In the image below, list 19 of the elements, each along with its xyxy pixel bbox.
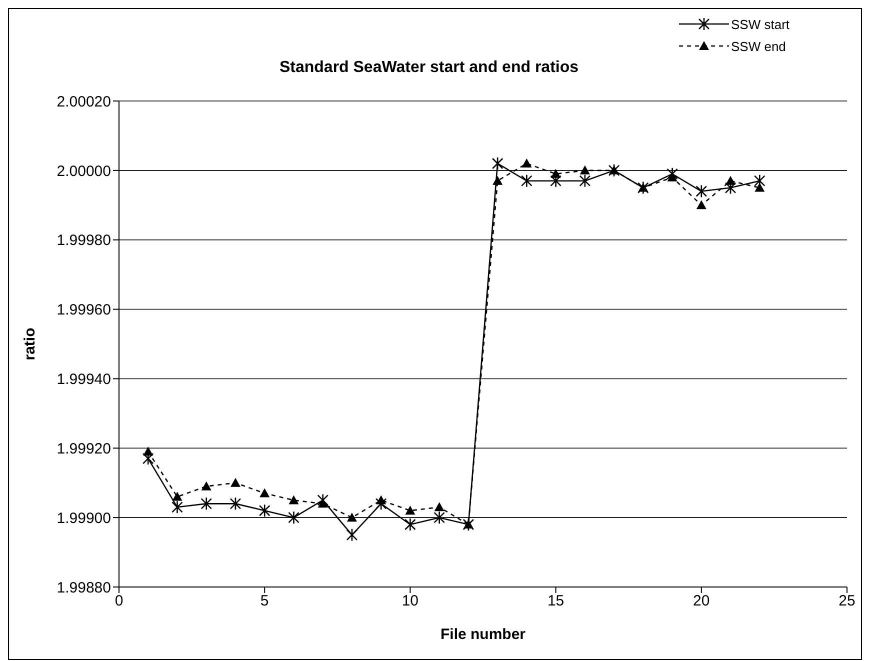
y-tick-label: 1.99940 bbox=[56, 371, 111, 388]
y-tick-label: 1.99900 bbox=[56, 510, 111, 527]
x-tick-label: 20 bbox=[693, 592, 710, 610]
x-tick-label: 25 bbox=[838, 592, 856, 610]
legend-label: SSW end bbox=[731, 38, 786, 54]
y-tick-label: 1.99920 bbox=[56, 440, 111, 458]
x-tick-label: 0 bbox=[114, 592, 124, 610]
y-tick-label: 2.00020 bbox=[56, 93, 111, 110]
x-axis-title: File number bbox=[440, 626, 526, 643]
y-tick-label: 1.99960 bbox=[56, 302, 111, 319]
y-axis-title: ratio bbox=[21, 328, 38, 360]
x-tick-label: 15 bbox=[547, 592, 564, 610]
y-tick-label: 1.99980 bbox=[56, 232, 111, 250]
chart-title: Standard SeaWater start and end ratios bbox=[278, 59, 580, 77]
y-tick-label: 1.99880 bbox=[56, 579, 111, 596]
legend-label: SSW start bbox=[731, 16, 790, 32]
x-tick-label: 5 bbox=[260, 592, 269, 610]
x-tick-label: 10 bbox=[402, 592, 419, 610]
y-tick-label: 2.00000 bbox=[56, 162, 111, 180]
